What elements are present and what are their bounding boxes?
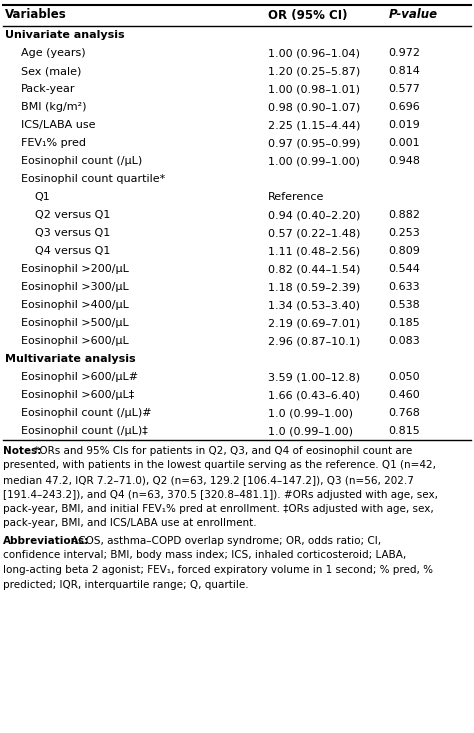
Text: 0.577: 0.577 — [389, 84, 420, 94]
Text: Variables: Variables — [5, 9, 66, 21]
Text: ICS/LABA use: ICS/LABA use — [21, 120, 95, 130]
Text: pack-year, BMI, and initial FEV₁% pred at enrollment. ‡ORs adjusted with age, se: pack-year, BMI, and initial FEV₁% pred a… — [3, 504, 434, 514]
Text: 0.633: 0.633 — [389, 282, 420, 292]
Text: 0.82 (0.44–1.54): 0.82 (0.44–1.54) — [268, 264, 360, 274]
Text: 0.185: 0.185 — [389, 318, 420, 328]
Text: 2.25 (1.15–4.44): 2.25 (1.15–4.44) — [268, 120, 360, 130]
Text: 0.696: 0.696 — [389, 102, 420, 112]
Text: 1.00 (0.96–1.04): 1.00 (0.96–1.04) — [268, 48, 360, 58]
Text: [191.4–243.2]), and Q4 (n=63, 370.5 [320.8–481.1]). #ORs adjusted with age, sex,: [191.4–243.2]), and Q4 (n=63, 370.5 [320… — [3, 490, 438, 499]
Text: 3.59 (1.00–12.8): 3.59 (1.00–12.8) — [268, 372, 360, 382]
Text: Eosinophil count quartile*: Eosinophil count quartile* — [21, 174, 165, 184]
Text: *ORs and 95% CIs for patients in Q2, Q3, and Q4 of eosinophil count are: *ORs and 95% CIs for patients in Q2, Q3,… — [31, 446, 412, 456]
Text: Eosinophil >500/μL: Eosinophil >500/μL — [21, 318, 128, 328]
Text: Q4 versus Q1: Q4 versus Q1 — [35, 246, 110, 256]
Text: Univariate analysis: Univariate analysis — [5, 30, 124, 40]
Text: 1.20 (0.25–5.87): 1.20 (0.25–5.87) — [268, 66, 360, 76]
Text: 1.11 (0.48–2.56): 1.11 (0.48–2.56) — [268, 246, 360, 256]
Text: 0.253: 0.253 — [389, 228, 420, 238]
Text: Eosinophil count (/μL): Eosinophil count (/μL) — [21, 156, 142, 166]
Text: Reference: Reference — [268, 192, 324, 202]
Text: 0.948: 0.948 — [389, 156, 421, 166]
Text: Eosinophil >600/μL: Eosinophil >600/μL — [21, 336, 128, 346]
Text: pack-year, BMI, and ICS/LABA use at enrollment.: pack-year, BMI, and ICS/LABA use at enro… — [3, 518, 256, 528]
Text: 0.001: 0.001 — [389, 138, 420, 148]
Text: OR (95% CI): OR (95% CI) — [268, 9, 347, 21]
Text: Eosinophil >300/μL: Eosinophil >300/μL — [21, 282, 128, 292]
Text: Q1: Q1 — [35, 192, 51, 202]
Text: Age (years): Age (years) — [21, 48, 85, 58]
Text: Sex (male): Sex (male) — [21, 66, 81, 76]
Text: 0.97 (0.95–0.99): 0.97 (0.95–0.99) — [268, 138, 360, 148]
Text: BMI (kg/m²): BMI (kg/m²) — [21, 102, 86, 112]
Text: Q2 versus Q1: Q2 versus Q1 — [35, 210, 110, 220]
Text: 1.34 (0.53–3.40): 1.34 (0.53–3.40) — [268, 300, 360, 310]
Text: Q3 versus Q1: Q3 versus Q1 — [35, 228, 110, 238]
Text: presented, with patients in the lowest quartile serving as the reference. Q1 (n=: presented, with patients in the lowest q… — [3, 460, 436, 471]
Text: 0.544: 0.544 — [389, 264, 420, 274]
Text: 0.050: 0.050 — [389, 372, 420, 382]
Text: 1.18 (0.59–2.39): 1.18 (0.59–2.39) — [268, 282, 360, 292]
Text: 1.00 (0.99–1.00): 1.00 (0.99–1.00) — [268, 156, 360, 166]
Text: 0.019: 0.019 — [389, 120, 420, 130]
Text: P-value: P-value — [389, 9, 438, 21]
Text: Notes:: Notes: — [3, 446, 41, 456]
Text: 0.972: 0.972 — [389, 48, 421, 58]
Text: 0.460: 0.460 — [389, 390, 420, 400]
Text: Eosinophil >400/μL: Eosinophil >400/μL — [21, 300, 128, 310]
Text: confidence interval; BMI, body mass index; ICS, inhaled corticosteroid; LABA,: confidence interval; BMI, body mass inde… — [3, 550, 406, 561]
Text: 1.00 (0.98–1.01): 1.00 (0.98–1.01) — [268, 84, 360, 94]
Text: median 47.2, IQR 7.2–71.0), Q2 (n=63, 129.2 [106.4–147.2]), Q3 (n=56, 202.7: median 47.2, IQR 7.2–71.0), Q2 (n=63, 12… — [3, 475, 414, 485]
Text: 2.96 (0.87–10.1): 2.96 (0.87–10.1) — [268, 336, 360, 346]
Text: 0.57 (0.22–1.48): 0.57 (0.22–1.48) — [268, 228, 360, 238]
Text: Pack-year: Pack-year — [21, 84, 75, 94]
Text: 1.66 (0.43–6.40): 1.66 (0.43–6.40) — [268, 390, 360, 400]
Text: 0.98 (0.90–1.07): 0.98 (0.90–1.07) — [268, 102, 360, 112]
Text: Abbreviations:: Abbreviations: — [3, 536, 89, 546]
Text: 1.0 (0.99–1.00): 1.0 (0.99–1.00) — [268, 426, 353, 436]
Text: long-acting beta 2 agonist; FEV₁, forced expiratory volume in 1 second; % pred, : long-acting beta 2 agonist; FEV₁, forced… — [3, 565, 433, 575]
Text: 1.0 (0.99–1.00): 1.0 (0.99–1.00) — [268, 408, 353, 418]
Text: Eosinophil >600/μL‡: Eosinophil >600/μL‡ — [21, 390, 134, 400]
Text: 0.882: 0.882 — [389, 210, 421, 220]
Text: FEV₁% pred: FEV₁% pred — [21, 138, 86, 148]
Text: 0.94 (0.40–2.20): 0.94 (0.40–2.20) — [268, 210, 360, 220]
Text: 0.814: 0.814 — [389, 66, 420, 76]
Text: 2.19 (0.69–7.01): 2.19 (0.69–7.01) — [268, 318, 360, 328]
Text: predicted; IQR, interquartile range; Q, quartile.: predicted; IQR, interquartile range; Q, … — [3, 580, 248, 589]
Text: 0.538: 0.538 — [389, 300, 420, 310]
Text: Eosinophil >600/μL#: Eosinophil >600/μL# — [21, 372, 138, 382]
Text: Eosinophil >200/μL: Eosinophil >200/μL — [21, 264, 128, 274]
Text: Eosinophil count (/μL)#: Eosinophil count (/μL)# — [21, 408, 151, 418]
Text: 0.083: 0.083 — [389, 336, 420, 346]
Text: 0.809: 0.809 — [389, 246, 420, 256]
Text: 0.768: 0.768 — [389, 408, 420, 418]
Text: 0.815: 0.815 — [389, 426, 420, 436]
Text: Eosinophil count (/μL)‡: Eosinophil count (/μL)‡ — [21, 426, 147, 436]
Text: ACOS, asthma–COPD overlap syndrome; OR, odds ratio; CI,: ACOS, asthma–COPD overlap syndrome; OR, … — [68, 536, 381, 546]
Text: Multivariate analysis: Multivariate analysis — [5, 354, 136, 364]
